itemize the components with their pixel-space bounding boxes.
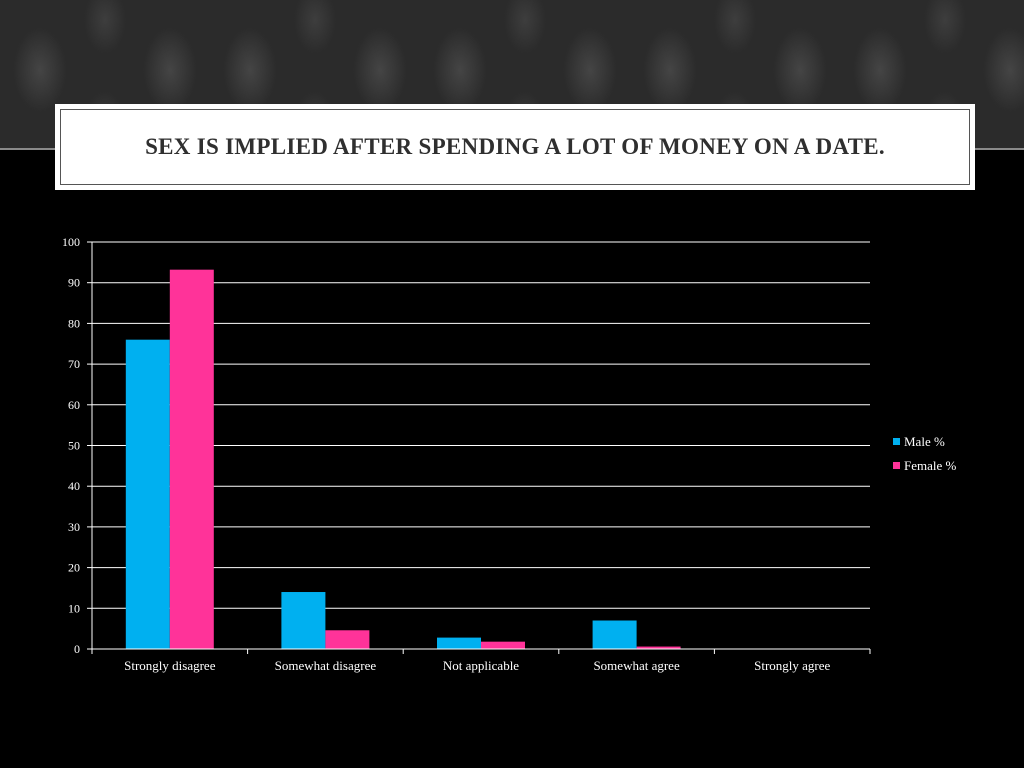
y-tick-label: 80: [68, 316, 80, 330]
y-tick-label: 50: [68, 439, 80, 453]
bar-female: [169, 269, 214, 649]
gridlines: [92, 241, 870, 609]
legend-swatch-female: [893, 462, 900, 469]
bar-female: [636, 646, 681, 649]
y-tick-label: 40: [68, 479, 80, 493]
y-tick-label: 0: [74, 642, 80, 656]
y-tick-label: 100: [62, 235, 80, 249]
y-axis: 0 10 20 30 40 50 60 70 80 90 100: [62, 235, 93, 656]
legend: Male % Female %: [893, 434, 957, 473]
bars: [125, 269, 681, 649]
y-tick-label: 60: [68, 398, 80, 412]
category-label: Not applicable: [443, 658, 519, 673]
bar-female: [481, 641, 525, 649]
y-tick-label: 70: [68, 357, 80, 371]
category-label: Strongly disagree: [124, 658, 216, 673]
bar-female: [325, 630, 370, 649]
legend-label-male: Male %: [904, 434, 945, 449]
y-tick-label: 20: [68, 561, 80, 575]
legend-swatch-male: [893, 438, 900, 445]
bar-male: [281, 592, 326, 649]
bar-male: [437, 637, 481, 649]
y-tick-label: 90: [68, 276, 80, 290]
title-box: SEX IS IMPLIED AFTER SPENDING A LOT OF M…: [55, 104, 975, 190]
bar-male: [592, 620, 637, 649]
y-tick-label: 10: [68, 601, 80, 615]
category-label: Somewhat agree: [593, 658, 680, 673]
category-label: Somewhat disagree: [275, 658, 377, 673]
y-tick-label: 30: [68, 520, 80, 534]
bar-male: [125, 339, 170, 649]
legend-label-female: Female %: [904, 458, 957, 473]
slide-title: SEX IS IMPLIED AFTER SPENDING A LOT OF M…: [145, 134, 885, 159]
x-axis: Strongly disagree Somewhat disagree Not ap…: [91, 648, 871, 673]
category-label: Strongly agree: [754, 658, 830, 673]
